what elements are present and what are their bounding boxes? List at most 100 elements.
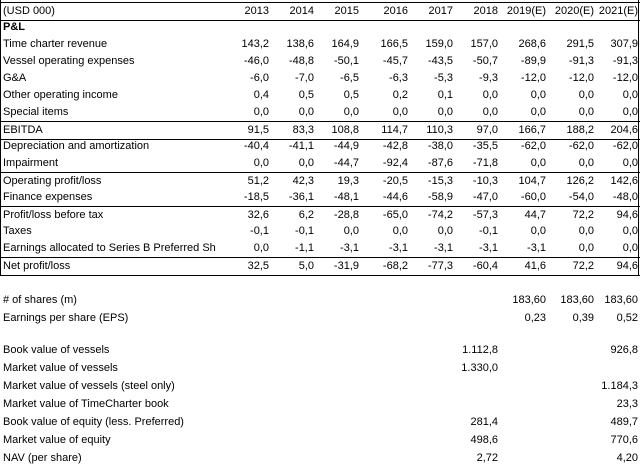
value-cell: 23,3	[616, 398, 638, 410]
value-cell: 0,0	[578, 106, 594, 118]
value-cell: 142,6	[610, 175, 638, 187]
value-cell	[314, 396, 359, 413]
value-cell: -3,1	[340, 242, 359, 254]
value-cell	[314, 432, 359, 449]
value-cell: 94,6	[616, 209, 638, 221]
value-cell	[546, 360, 594, 377]
pl-row: Depreciation and amortization -40,4 -41,1 -…	[0, 138, 640, 155]
row-label: Operating profit/loss	[3, 175, 102, 187]
row-label: Net profit/loss	[3, 260, 71, 272]
value-cell: 32,5	[247, 260, 269, 272]
value-cell: -3,1	[479, 242, 498, 254]
value-cell: -0,1	[250, 225, 269, 237]
pl-row: Vessel operating expenses -46,0 -48,8 -50,1…	[0, 53, 640, 70]
value-cell: 32,6	[247, 209, 269, 221]
row-label: Profit/loss before tax	[3, 209, 104, 221]
value-cell: -10,3	[472, 175, 498, 187]
value-cell	[359, 310, 408, 327]
value-cell	[408, 360, 453, 377]
value-cell: 164,9	[331, 38, 359, 50]
pl-row: G&A -6,0 -7,0 -6,5 -6,3 -5,3 -9,3 -12,0 -12,0 -12…	[0, 70, 640, 87]
header-row: (USD 000) 2013 2014 2015 2016 2017 2018 …	[0, 2, 640, 21]
value-cell: 926,8	[610, 344, 638, 356]
value-cell	[220, 310, 269, 327]
row-label: Earnings per share (EPS)	[3, 312, 129, 324]
value-cell: -48,8	[288, 55, 314, 67]
value-cell: 268,6	[518, 38, 546, 50]
value-cell: 114,7	[381, 124, 408, 136]
value-cell: 307,9	[610, 38, 638, 50]
value-cell: -43,5	[427, 55, 453, 67]
value-cell	[269, 292, 314, 309]
value-cell: 281,4	[470, 416, 498, 428]
value-cell: -91,3	[612, 55, 638, 67]
value-cell: 0,0	[253, 157, 269, 169]
vertical-border-right	[638, 0, 639, 275]
value-cell: 72,2	[572, 209, 594, 221]
value-cell: -40,4	[243, 140, 269, 152]
row-label: Market value of vessels (steel only)	[3, 380, 175, 392]
value-cell	[269, 310, 314, 327]
value-cell: -35,5	[472, 140, 498, 152]
value-cell	[359, 414, 408, 431]
shares-row: # of shares (m) 183,60 183,60 183,60	[0, 292, 640, 309]
value-cell	[453, 310, 498, 327]
valuation-row: Market value of vessels (steel only) 1.18…	[0, 378, 640, 395]
value-cell: 1.112,8	[462, 344, 498, 356]
value-cell	[314, 292, 359, 309]
row-label: NAV (per share)	[3, 452, 82, 464]
value-cell: -44,9	[333, 140, 359, 152]
value-cell	[498, 414, 546, 431]
value-cell	[314, 414, 359, 431]
value-cell: 0,0	[530, 225, 546, 237]
value-cell: -12,0	[520, 72, 546, 84]
shares-row: Earnings per share (EPS) 0,23 0,39 0,52	[0, 310, 640, 327]
value-cell: 0,0	[578, 242, 594, 254]
value-cell: -36,1	[288, 191, 314, 203]
value-cell: 0,2	[392, 89, 408, 101]
value-cell	[269, 342, 314, 359]
value-cell: 2,72	[476, 452, 498, 464]
value-cell: 0,0	[578, 225, 594, 237]
value-cell: -87,6	[427, 157, 453, 169]
value-cell: -48,1	[333, 191, 359, 203]
pl-row: Other operating income 0,4 0,5 0,5 0,2 0,1 0,0…	[0, 87, 640, 104]
value-cell: -71,8	[472, 157, 498, 169]
value-cell: -20,5	[382, 175, 408, 187]
year-header: 2021(E)	[598, 5, 638, 17]
value-cell: -6,0	[250, 72, 269, 84]
value-cell	[408, 378, 453, 395]
value-cell: 157,0	[470, 38, 498, 50]
value-cell: -5,3	[434, 72, 453, 84]
value-cell: 0,5	[343, 89, 359, 101]
value-cell: 498,6	[470, 434, 498, 446]
value-cell: 138,6	[286, 38, 314, 50]
value-cell	[269, 450, 314, 467]
value-cell: 19,3	[337, 175, 359, 187]
value-cell: 0,0	[482, 106, 498, 118]
valuation-row: NAV (per share) 2,72 4,20	[0, 450, 640, 467]
value-cell: -6,3	[389, 72, 408, 84]
value-cell: 94,6	[616, 260, 638, 272]
value-cell	[546, 396, 594, 413]
value-cell: 183,60	[604, 294, 638, 306]
value-cell	[220, 378, 269, 395]
value-cell	[314, 342, 359, 359]
value-cell: 183,60	[560, 294, 594, 306]
value-cell	[359, 396, 408, 413]
value-cell	[546, 378, 594, 395]
value-cell: 0,0	[530, 89, 546, 101]
row-label: EBITDA	[3, 124, 43, 136]
value-cell: -0,1	[479, 225, 498, 237]
row-label: Vessel operating expenses	[3, 55, 135, 67]
value-cell: 159,0	[425, 38, 453, 50]
value-cell	[314, 450, 359, 467]
pl-row: Finance expenses -18,5 -36,1 -48,1 -44,6 -58,…	[0, 189, 640, 206]
value-cell: -57,3	[472, 209, 498, 221]
value-cell	[546, 342, 594, 359]
pl-row: Special items 0,0 0,0 0,0 0,0 0,0 0,0 0,0 0,0 0,0	[0, 104, 640, 121]
value-cell: 4,20	[616, 452, 638, 464]
value-cell: -89,9	[520, 55, 546, 67]
year-header: 2015	[334, 5, 359, 17]
value-cell	[220, 396, 269, 413]
